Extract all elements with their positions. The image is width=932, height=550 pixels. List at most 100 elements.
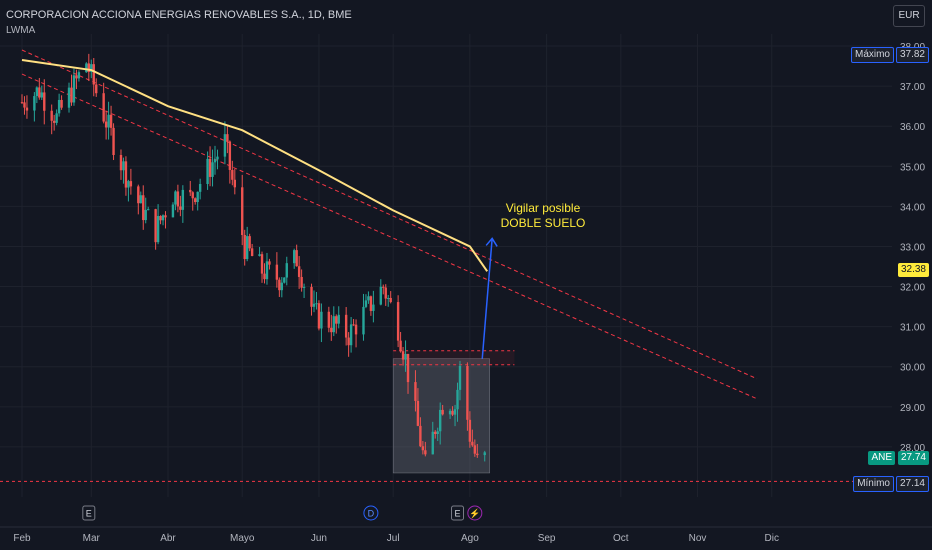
candle-body <box>396 302 400 341</box>
candle-body <box>194 198 197 203</box>
candle-body <box>164 215 167 218</box>
candle-body <box>330 327 333 333</box>
candle-body <box>250 248 254 256</box>
candle-body <box>213 159 217 163</box>
candle-body <box>263 273 266 280</box>
event-marker-label: E <box>86 509 92 519</box>
candle-body <box>278 279 281 291</box>
candle-body <box>67 87 71 108</box>
candle-body <box>245 236 249 260</box>
candle-body <box>154 209 157 243</box>
candle-body <box>142 195 145 221</box>
indicator-label[interactable]: LWMA <box>6 25 36 36</box>
candle-body <box>38 87 41 98</box>
max-label: Máximo <box>850 47 894 63</box>
candle-body <box>315 303 318 305</box>
candle-body <box>57 99 61 114</box>
candle-body <box>124 161 128 188</box>
event-marker-label: ⚡ <box>469 508 480 520</box>
candle-body <box>260 254 264 274</box>
candle-body <box>424 450 427 455</box>
candle-body <box>344 314 348 338</box>
trendline <box>21 49 758 380</box>
candle-body <box>208 158 212 177</box>
candle-body <box>354 324 358 335</box>
candle-body <box>268 261 271 265</box>
event-marker-split[interactable]: ⚡ <box>467 505 483 521</box>
y-tick-label: 29.00 <box>900 403 925 414</box>
candle-body <box>35 87 39 97</box>
candle-body <box>421 446 425 451</box>
x-tick-label: Sep <box>538 533 556 544</box>
candle-body <box>295 250 298 267</box>
candle-body <box>85 63 88 73</box>
candle-body <box>23 102 26 108</box>
currency-button[interactable]: EUR <box>893 5 925 27</box>
candle-body <box>431 431 434 455</box>
candle-body <box>471 441 474 446</box>
last-value-tag: 27.74 <box>897 451 929 465</box>
candle-body <box>456 389 459 410</box>
candle-body <box>310 286 313 307</box>
last-label-tag: ANE <box>868 451 895 465</box>
y-tick-label: 32.00 <box>900 283 925 294</box>
candle-body <box>347 337 350 346</box>
candle-body <box>174 191 177 205</box>
candle-body <box>122 161 125 171</box>
candle-body <box>43 92 46 111</box>
candle-body <box>372 304 375 311</box>
candle-body <box>33 96 36 111</box>
candle-body <box>161 215 165 221</box>
event-marker-dividend[interactable]: D <box>363 505 379 521</box>
ma-value-tag: 32.38 <box>897 263 929 277</box>
candle-body <box>401 351 405 360</box>
candle-body <box>337 314 340 324</box>
candle-body <box>50 110 53 121</box>
candle-body <box>156 215 160 243</box>
candle-body <box>112 127 115 156</box>
candle-body <box>280 282 284 291</box>
x-tick-label: Oct <box>613 533 629 544</box>
arrow-line <box>481 238 493 359</box>
candle-body <box>146 209 150 211</box>
candle-body <box>127 181 130 188</box>
candle-body <box>434 431 437 435</box>
annotation-line2: DOBLE SUELO <box>501 216 586 230</box>
candle-body <box>107 114 110 128</box>
arrow-head <box>485 237 498 247</box>
candle-body <box>416 400 420 426</box>
candle-body <box>453 409 457 415</box>
y-tick-label: 28.00 <box>900 443 925 454</box>
trendline <box>21 73 758 400</box>
candle-body <box>414 382 417 401</box>
candle-body <box>419 425 422 447</box>
candle-body <box>70 87 73 103</box>
event-marker-earnings[interactable]: E <box>82 505 96 521</box>
candle-body <box>243 234 246 260</box>
earnings-icon <box>451 505 465 521</box>
candle-body <box>369 296 373 311</box>
candle-body <box>441 409 444 415</box>
lwma-line <box>21 59 489 272</box>
candle-body <box>55 113 58 123</box>
x-tick-label: Jun <box>311 533 327 544</box>
candle-body <box>211 162 214 177</box>
candle-body <box>399 340 402 352</box>
x-tick-label: Dic <box>765 533 779 544</box>
candle-body <box>438 409 442 432</box>
y-tick-label: 37.00 <box>900 82 925 93</box>
candle-body <box>466 365 469 420</box>
candle-body <box>275 264 279 280</box>
symbol-title: CORPORACION ACCIONA ENERGIAS RENOVABLES … <box>6 9 352 21</box>
candle-body <box>139 195 142 204</box>
annotation-line1: Vigilar posible <box>506 201 581 215</box>
candle-body <box>335 316 338 324</box>
event-marker-earnings[interactable]: E <box>451 505 465 521</box>
candle-body <box>176 191 180 207</box>
candle-body <box>404 353 407 360</box>
candle-body <box>476 453 479 456</box>
candle-body <box>171 204 175 218</box>
candle-body <box>389 297 392 303</box>
